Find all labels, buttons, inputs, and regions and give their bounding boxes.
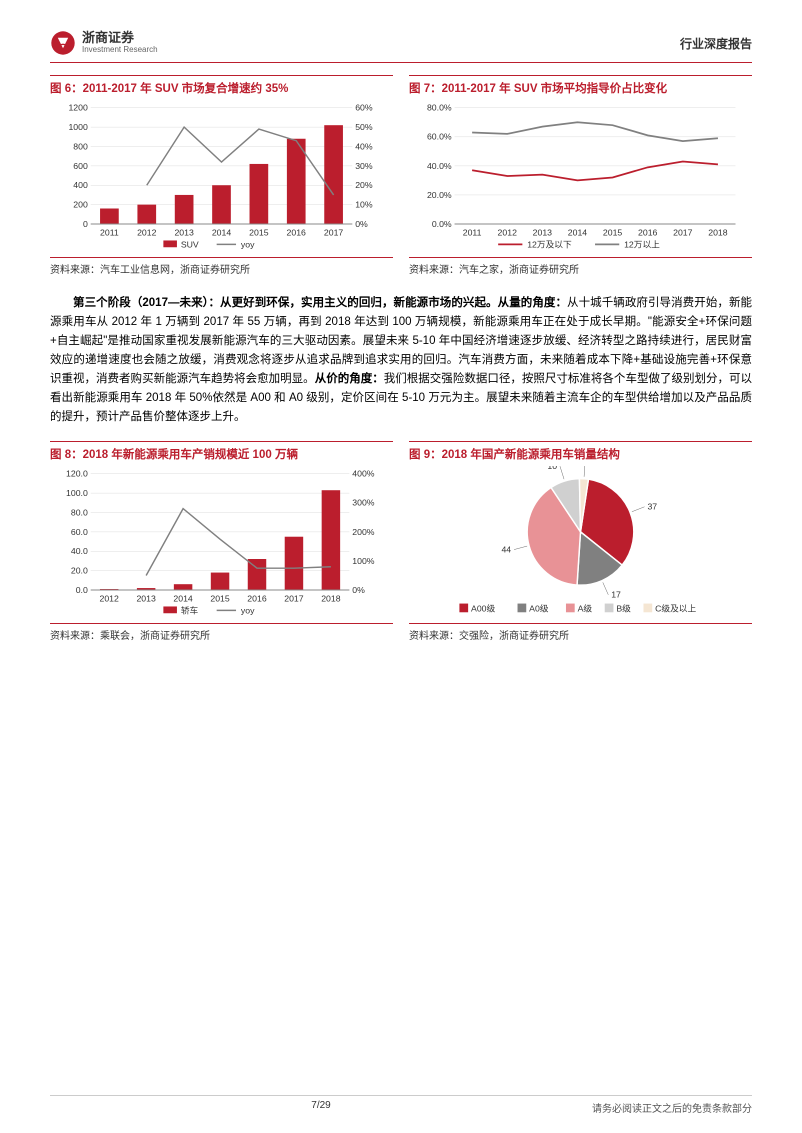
svg-text:50%: 50% — [355, 122, 373, 132]
svg-text:2012: 2012 — [137, 228, 157, 238]
chart6: 0 200 400 600 800 1000 1200 0% 10% 20% 30% 40% 50% 60… — [50, 100, 393, 255]
svg-text:400: 400 — [73, 180, 88, 190]
charts-row-1: 图 6：2011-2017 年 SUV 市场复合增速约 35% 0 200 400 6… — [50, 75, 752, 276]
svg-text:2013: 2013 — [174, 228, 194, 238]
logo-icon — [50, 30, 76, 56]
svg-text:100.0: 100.0 — [66, 488, 88, 498]
svg-text:600: 600 — [73, 161, 88, 171]
svg-text:400%: 400% — [352, 468, 375, 478]
svg-text:0.0%: 0.0% — [432, 219, 452, 229]
svg-text:SUV: SUV — [181, 239, 199, 249]
svg-text:B级: B级 — [616, 602, 631, 613]
page-header: 浙商证券 Investment Research 行业深度报告 — [50, 30, 752, 63]
svg-text:60.0%: 60.0% — [427, 132, 452, 142]
chart8-title: 图 8：2018 年新能源乘用车产销规模近 100 万辆 — [50, 441, 393, 462]
svg-text:200%: 200% — [352, 527, 375, 537]
svg-text:轿车: 轿车 — [181, 604, 199, 615]
svg-text:17: 17 — [611, 589, 621, 599]
svg-text:2013: 2013 — [533, 228, 553, 238]
svg-text:200: 200 — [73, 200, 88, 210]
chart8-col: 图 8：2018 年新能源乘用车产销规模近 100 万辆 0.0 20.0 40.0… — [50, 441, 393, 642]
svg-text:40%: 40% — [355, 141, 373, 151]
svg-text:40.0%: 40.0% — [427, 161, 452, 171]
chart8-source: 资料来源：乘联会，浙商证券研究所 — [50, 623, 393, 642]
svg-text:2018: 2018 — [708, 228, 728, 238]
svg-text:2012: 2012 — [498, 228, 518, 238]
svg-text:800: 800 — [73, 141, 88, 151]
svg-text:2011: 2011 — [463, 228, 482, 238]
svg-text:60.0: 60.0 — [71, 527, 88, 537]
charts-row-2: 图 8：2018 年新能源乘用车产销规模近 100 万辆 0.0 20.0 40.0… — [50, 441, 752, 642]
svg-text:37: 37 — [647, 501, 657, 511]
svg-text:120.0: 120.0 — [66, 468, 88, 478]
chart8: 0.0 20.0 40.0 60.0 80.0 100.0 120.0 0% 100% 200% 3… — [50, 466, 393, 621]
page-footer: 7/29 请务必阅读正文之后的免责条款部分 — [50, 1095, 752, 1115]
svg-text:2013: 2013 — [136, 593, 156, 603]
svg-text:2016: 2016 — [247, 593, 267, 603]
report-type: 行业深度报告 — [680, 35, 752, 52]
svg-text:100%: 100% — [352, 556, 375, 566]
logo-en: Investment Research — [82, 46, 158, 55]
svg-text:20%: 20% — [355, 180, 373, 190]
svg-text:80.0: 80.0 — [71, 507, 88, 517]
svg-text:2015: 2015 — [603, 228, 623, 238]
svg-text:2015: 2015 — [249, 228, 269, 238]
svg-text:2014: 2014 — [173, 593, 193, 603]
chart9-source: 资料来源：交强险，浙商证券研究所 — [409, 623, 752, 642]
svg-text:2016: 2016 — [638, 228, 658, 238]
svg-text:yoy: yoy — [241, 605, 255, 615]
svg-text:30%: 30% — [355, 161, 373, 171]
chart7-title: 图 7：2011-2017 年 SUV 市场平均指导价占比变化 — [409, 75, 752, 96]
svg-text:1200: 1200 — [68, 103, 88, 113]
svg-text:3: 3 — [588, 466, 593, 468]
chart9: 37 17 44 10 3 A00级 A0级 A级 B级 C级及以上 — [409, 466, 752, 621]
logo-cn: 浙商证券 — [82, 31, 158, 45]
svg-text:44: 44 — [501, 544, 511, 554]
svg-text:A0级: A0级 — [529, 602, 549, 613]
svg-text:0.0: 0.0 — [76, 585, 88, 595]
svg-text:40.0: 40.0 — [71, 546, 88, 556]
svg-text:yoy: yoy — [241, 239, 255, 249]
svg-text:2014: 2014 — [568, 228, 588, 238]
chart7: 0.0% 20.0% 40.0% 60.0% 80.0% 2011 2012 2013 2014… — [409, 100, 752, 255]
svg-text:12万及以下: 12万及以下 — [527, 239, 572, 249]
svg-text:0: 0 — [83, 219, 88, 229]
chart6-source: 资料来源：汽车工业信息网，浙商证券研究所 — [50, 257, 393, 276]
svg-text:2012: 2012 — [100, 593, 120, 603]
svg-text:10%: 10% — [355, 200, 373, 210]
svg-text:0%: 0% — [352, 585, 365, 595]
svg-text:0%: 0% — [355, 219, 368, 229]
svg-text:80.0%: 80.0% — [427, 103, 452, 113]
svg-text:20.0: 20.0 — [71, 565, 88, 575]
svg-text:300%: 300% — [352, 498, 375, 508]
report-page: 浙商证券 Investment Research 行业深度报告 图 6：2011… — [0, 0, 802, 1133]
svg-text:12万以上: 12万以上 — [624, 239, 660, 249]
svg-text:2017: 2017 — [284, 593, 304, 603]
footer-disclaimer: 请务必阅读正文之后的免责条款部分 — [592, 1100, 752, 1115]
logo-text: 浙商证券 Investment Research — [82, 31, 158, 54]
chart7-col: 图 7：2011-2017 年 SUV 市场平均指导价占比变化 0.0% 20.0… — [409, 75, 752, 276]
page-number: 7/29 — [311, 1100, 330, 1115]
svg-text:2011: 2011 — [100, 228, 119, 238]
svg-text:2015: 2015 — [210, 593, 230, 603]
svg-text:2017: 2017 — [673, 228, 693, 238]
chart7-source: 资料来源：汽车之家，浙商证券研究所 — [409, 257, 752, 276]
chart9-title: 图 9：2018 年国产新能源乘用车销量结构 — [409, 441, 752, 462]
chart6-title: 图 6：2011-2017 年 SUV 市场复合增速约 35% — [50, 75, 393, 96]
svg-text:10: 10 — [547, 466, 557, 471]
svg-text:2017: 2017 — [324, 228, 344, 238]
svg-text:A级: A级 — [578, 602, 593, 613]
body-paragraph: 第三个阶段（2017—未来）：从更好到环保，实用主义的回归，新能源市场的兴起。从… — [50, 294, 752, 427]
svg-text:2018: 2018 — [321, 593, 341, 603]
svg-text:1000: 1000 — [68, 122, 88, 132]
svg-text:A00级: A00级 — [471, 602, 495, 613]
chart9-col: 图 9：2018 年国产新能源乘用车销量结构 37 17 44 10 3 A00级 A0级 A… — [409, 441, 752, 642]
svg-text:C级及以上: C级及以上 — [655, 602, 696, 613]
svg-text:2016: 2016 — [287, 228, 307, 238]
svg-text:2014: 2014 — [212, 228, 232, 238]
svg-text:20.0%: 20.0% — [427, 190, 452, 200]
logo-block: 浙商证券 Investment Research — [50, 30, 158, 56]
svg-text:60%: 60% — [355, 103, 373, 113]
chart6-col: 图 6：2011-2017 年 SUV 市场复合增速约 35% 0 200 400 6… — [50, 75, 393, 276]
